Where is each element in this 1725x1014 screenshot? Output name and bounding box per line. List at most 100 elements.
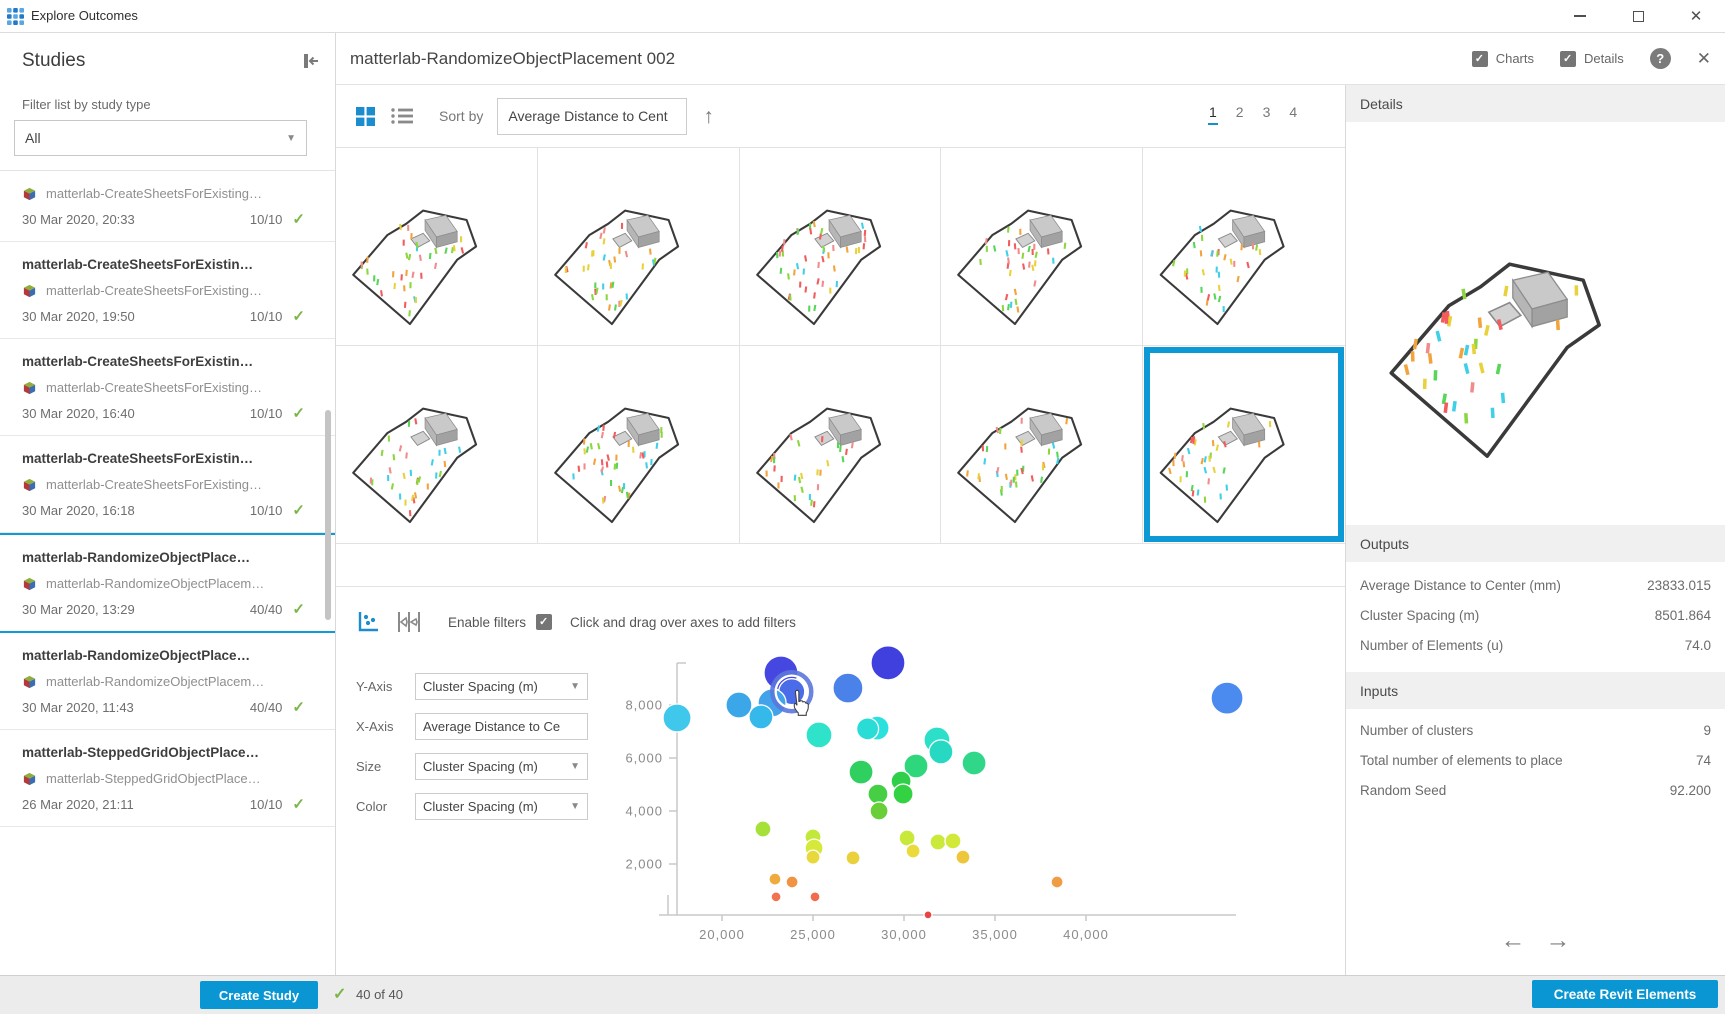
outcome-thumbnail-selected[interactable] <box>1143 346 1345 544</box>
sort-by-select[interactable]: Average Distance to Cent <box>497 97 688 135</box>
outcome-thumbnail[interactable] <box>941 148 1144 346</box>
axis-controls: Y-Axis Cluster Spacing (m) ▼ X-Axis Average … <box>356 673 596 833</box>
next-outcome-button[interactable]: → <box>1545 926 1571 954</box>
check-icon: ✓ <box>333 986 347 1003</box>
study-list-item[interactable]: matterlab-RandomizeObjectPlace… matterlab… <box>0 633 335 730</box>
close-icon: ✕ <box>1689 7 1703 25</box>
parallel-coordinates-icon[interactable] <box>396 610 422 634</box>
charts-checkbox[interactable] <box>1471 50 1488 67</box>
page-2[interactable]: 2 <box>1235 104 1244 120</box>
outcome-thumbnail[interactable] <box>336 346 538 544</box>
panel-close-icon[interactable]: ✕ <box>1696 49 1711 68</box>
study-list-item[interactable]: matterlab-SteppedGridObjectPlace… matterl… <box>0 730 335 827</box>
check-icon: ✓ <box>292 405 305 422</box>
sort-direction-button[interactable]: ↑ <box>703 104 714 128</box>
outcome-thumbnail[interactable] <box>537 148 740 346</box>
grid-view-icon[interactable] <box>356 106 375 126</box>
study-file-name: matterlab-RandomizeObjectPlacem… <box>46 576 265 591</box>
study-date: 26 Mar 2020, 21:11 <box>22 796 134 812</box>
study-date: 30 Mar 2020, 20:33 <box>22 211 135 227</box>
collapse-panel-icon[interactable] <box>301 51 321 71</box>
details-panel: Details Outputs Average Distance to Cent… <box>1345 85 1725 975</box>
study-file-name: matterlab-CreateSheetsForExisting… <box>46 380 263 395</box>
enable-filters-checkbox[interactable] <box>536 614 553 630</box>
detail-value: 9 <box>1703 722 1711 738</box>
study-date: 30 Mar 2020, 13:29 <box>22 601 135 617</box>
outcome-thumbnail[interactable] <box>739 346 942 544</box>
outcome-thumbnail[interactable] <box>1143 148 1345 346</box>
study-list-item[interactable]: matterlab-CreateSheetsForExisting… 30 Mar… <box>0 171 335 242</box>
create-revit-elements-button[interactable]: Create Revit Elements <box>1532 980 1718 1008</box>
svg-text:30,000: 30,000 <box>881 927 927 942</box>
chevron-down-icon: ▼ <box>570 761 580 772</box>
pagination: 1 2 3 4 <box>1208 104 1298 125</box>
outcome-thumbnail[interactable] <box>537 346 740 544</box>
outcome-thumbnail[interactable] <box>941 346 1144 544</box>
svg-text:6,000: 6,000 <box>625 751 663 766</box>
svg-text:2,000: 2,000 <box>625 857 663 872</box>
page-4[interactable]: 4 <box>1289 104 1298 120</box>
axis-label: Size <box>356 759 382 774</box>
axis-label: X-Axis <box>356 719 394 734</box>
y-axis-select[interactable]: Cluster Spacing (m) ▼ <box>415 673 588 700</box>
study-title: matterlab-CreateSheetsForExistin… <box>22 354 254 369</box>
study-date: 30 Mar 2020, 11:43 <box>22 699 134 715</box>
outputs-section-title: Outputs <box>1346 525 1725 562</box>
inputs-list: Number of clusters 9 Total number of eleme… <box>1346 715 1725 805</box>
detail-label: Random Seed <box>1360 782 1447 798</box>
study-list: matterlab-CreateSheetsForExisting… 30 Mar… <box>0 171 335 827</box>
details-checkbox[interactable] <box>1560 50 1576 67</box>
detail-value: 8501.864 <box>1654 607 1711 623</box>
study-date: 30 Mar 2020, 16:18 <box>22 502 135 518</box>
revit-file-icon <box>23 381 36 395</box>
outcome-thumbnail[interactable] <box>336 148 538 346</box>
x-axis-select[interactable]: Average Distance to Ce <box>415 713 588 740</box>
svg-text:25,000: 25,000 <box>790 927 836 942</box>
help-icon[interactable]: ? <box>1649 48 1671 69</box>
app-icon <box>7 8 24 25</box>
studies-panel-title: Studies <box>22 50 86 71</box>
scatter-plot[interactable]: 2,000 4,000 6,000 8,000 20,000 25,000 30,000 35… <box>596 640 1276 970</box>
study-date: 30 Mar 2020, 19:50 <box>22 308 135 324</box>
chevron-down-icon: ▼ <box>570 801 580 812</box>
check-icon: ✓ <box>292 502 305 519</box>
svg-text:35,000: 35,000 <box>972 927 1018 942</box>
outcome-grid <box>336 147 1345 544</box>
study-list-item[interactable]: matterlab-CreateSheetsForExistin… matterl… <box>0 339 335 436</box>
study-outcome-count: 40/40 <box>249 699 283 715</box>
study-type-filter-select[interactable]: All ▼ <box>14 120 307 156</box>
filter-hint-text: Click and drag over axes to add filters <box>570 614 796 630</box>
study-list-item[interactable]: matterlab-CreateSheetsForExistin… matterl… <box>0 436 335 533</box>
study-file-name: matterlab-SteppedGridObjectPlace… <box>46 771 261 786</box>
revit-file-icon <box>23 675 36 689</box>
window-close-button[interactable]: ✕ <box>1667 0 1725 32</box>
outcome-thumbnail[interactable] <box>739 148 942 346</box>
study-list-item[interactable]: matterlab-CreateSheetsForExistin… matterl… <box>0 242 335 339</box>
detail-label: Average Distance to Center (mm) <box>1360 577 1561 593</box>
color-select[interactable]: Cluster Spacing (m) ▼ <box>415 793 588 820</box>
sidebar-scrollbar[interactable] <box>325 410 331 620</box>
page-1[interactable]: 1 <box>1208 104 1218 125</box>
page-title: matterlab-RandomizeObjectPlacement 002 <box>350 49 676 68</box>
study-title: matterlab-CreateSheetsForExistin… <box>22 257 254 272</box>
inputs-section-title: Inputs <box>1346 672 1725 709</box>
maximize-button[interactable] <box>1609 0 1667 32</box>
outcomes-toolbar: Sort by Average Distance to Cent ↑ <box>336 85 1345 147</box>
scatter-chart-icon[interactable] <box>356 610 380 634</box>
minimize-button[interactable] <box>1551 0 1609 32</box>
revit-file-icon <box>23 577 36 591</box>
study-outcome-count: 10/10 <box>249 211 283 227</box>
details-checkbox-label: Details <box>1584 51 1624 66</box>
svg-text:20,000: 20,000 <box>699 927 745 942</box>
size-select[interactable]: Cluster Spacing (m) ▼ <box>415 753 588 780</box>
page-3[interactable]: 3 <box>1262 104 1271 120</box>
study-outcome-count: 40/40 <box>249 601 283 617</box>
create-study-button[interactable]: Create Study <box>200 981 318 1009</box>
previous-outcome-button[interactable]: ← <box>1500 926 1526 954</box>
detail-value: 74.0 <box>1684 637 1711 653</box>
list-view-icon[interactable] <box>391 107 413 125</box>
chevron-down-icon: ▼ <box>570 681 580 692</box>
check-icon: ✓ <box>292 211 305 228</box>
study-outcome-count: 10/10 <box>249 502 283 518</box>
study-list-item[interactable]: matterlab-RandomizeObjectPlace… matterlab… <box>0 533 335 633</box>
